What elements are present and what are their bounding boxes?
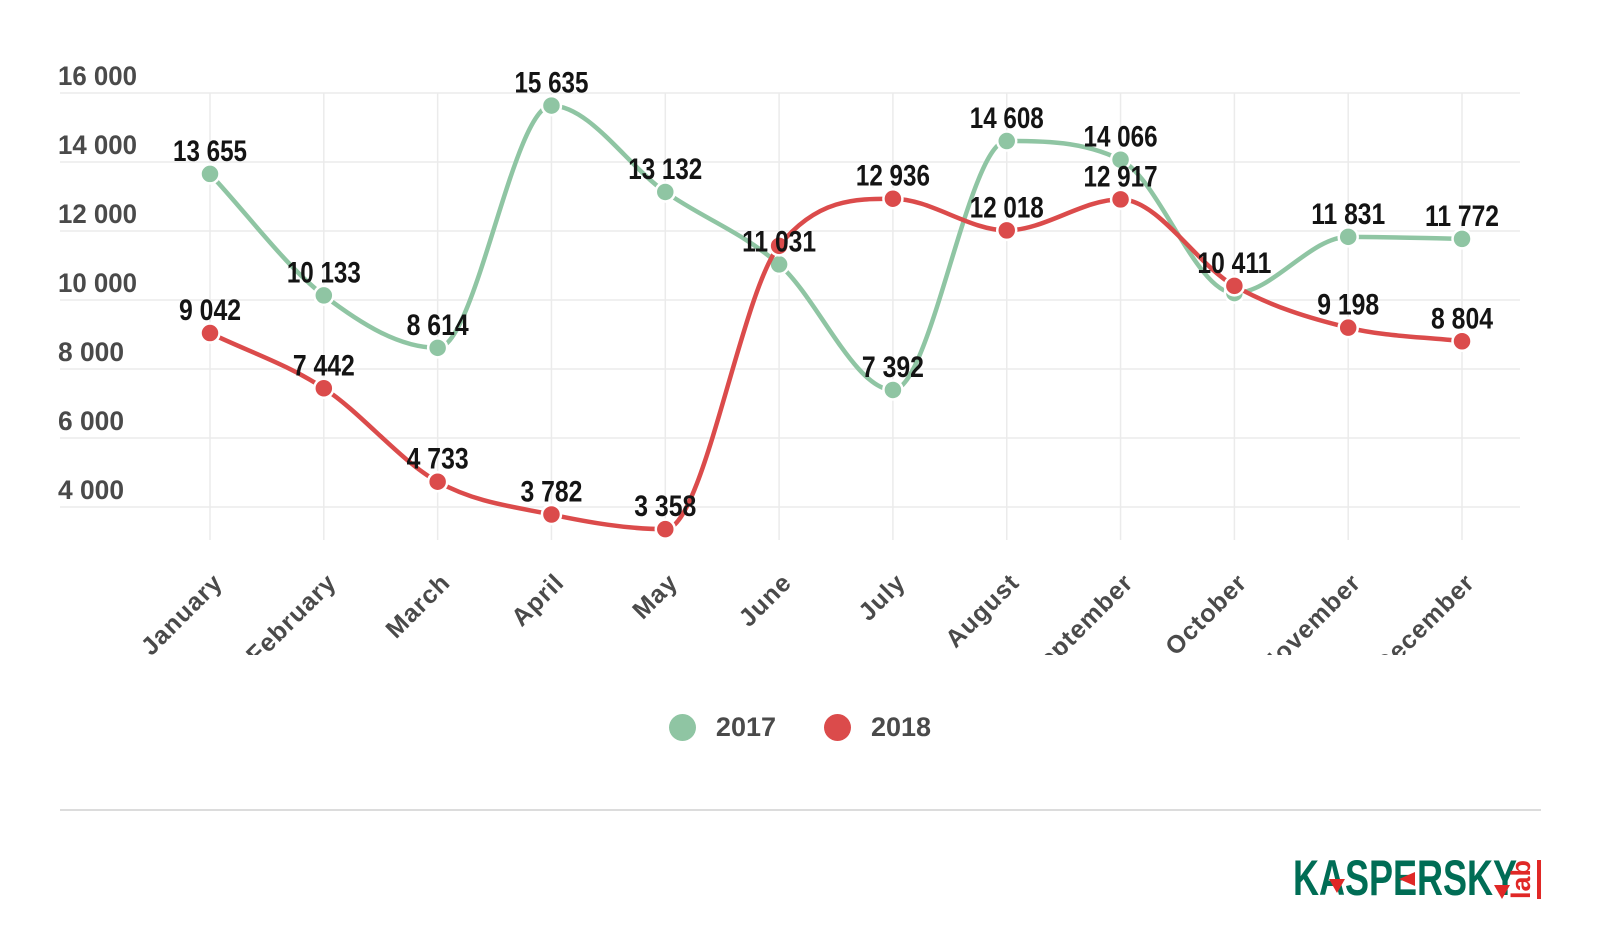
data-point-label-2017: 11 831 [1311, 198, 1385, 231]
data-point-dot-2017[interactable] [199, 163, 221, 185]
data-point-label-2018: 12 018 [970, 191, 1044, 224]
data-point-dot-2018[interactable] [1109, 188, 1132, 211]
data-point-dot-2017[interactable] [426, 337, 449, 359]
y-axis-tick-label: 12 000 [58, 199, 137, 229]
data-point-label-2018: 4 733 [407, 443, 469, 476]
data-point-label-2018: 7 442 [293, 349, 355, 382]
x-axis-tick-label: May [627, 568, 683, 624]
x-axis-tick-label: August [940, 568, 1025, 653]
data-point-dot-2017[interactable] [995, 130, 1018, 152]
logo-red-triangle-icon [1494, 885, 1510, 899]
data-point-label-2017: 8 614 [407, 309, 469, 342]
data-point-dot-2018[interactable] [426, 470, 449, 493]
data-point-label-2017: 11 772 [1425, 200, 1499, 233]
data-point-label-2018: 12 936 [856, 160, 930, 193]
data-point-label-2017: 13 132 [628, 153, 702, 186]
data-point-label-2017: 13 655 [173, 135, 247, 168]
data-point-label-2018: 3 782 [520, 476, 582, 509]
data-point-dot-2018[interactable] [995, 219, 1018, 242]
data-point-dot-2018[interactable] [1223, 275, 1246, 297]
y-axis-tick-label: 6 000 [58, 406, 124, 436]
data-point-label-2018: 3 358 [634, 490, 696, 523]
y-axis-tick-label: 10 000 [58, 268, 137, 298]
data-point-dot-2017[interactable] [313, 284, 335, 307]
data-point-label-2017: 7 392 [862, 351, 924, 384]
legend-swatch-2018 [824, 713, 851, 741]
data-point-dot-2018[interactable] [654, 518, 677, 540]
x-axis-tick-label: December [1369, 568, 1480, 655]
data-point-label-2018: 10 411 [1197, 247, 1271, 280]
data-point-dot-2017[interactable] [540, 94, 563, 117]
data-point-dot-2017[interactable] [882, 379, 904, 401]
kaspersky-logo: KASPERSKY lab [1293, 852, 1543, 906]
data-point-dot-2018[interactable] [882, 187, 904, 210]
data-point-dot-2018[interactable] [1451, 330, 1473, 353]
x-axis-tick-label: June [733, 568, 797, 632]
data-point-label-2017: 11 031 [742, 225, 816, 258]
data-point-label-2017: 14 608 [970, 102, 1044, 135]
y-axis-tick-label: 4 000 [58, 475, 124, 505]
x-axis-tick-label: July [853, 568, 911, 626]
x-axis-tick-label: September [1021, 568, 1139, 655]
data-point-dot-2018[interactable] [199, 322, 221, 344]
data-point-dot-2017[interactable] [654, 181, 677, 203]
line-chart: 16 000 14 000 12 000 10 000 8 000 6 000 4 000 J… [58, 61, 1520, 655]
logo-red-triangle-icon [1329, 879, 1345, 893]
data-point-dot-2018[interactable] [768, 235, 790, 257]
series-line-2017 [207, 103, 1465, 393]
x-axis-tick-label: January [136, 568, 229, 655]
data-point-dot-2017[interactable] [1109, 148, 1132, 171]
data-point-label-2018: 12 917 [1084, 160, 1158, 193]
legend-label-2017: 2017 [715, 711, 776, 742]
legend-item-2018[interactable]: 2018 [824, 712, 931, 743]
kaspersky-lab-text: lab [1506, 859, 1542, 900]
legend-item-2017[interactable]: 2017 [668, 711, 776, 743]
y-axis-tick-label: 16 000 [58, 61, 137, 91]
logo-red-triangle-icon [1399, 872, 1415, 886]
legend-swatch-2017 [668, 713, 696, 741]
x-axis-tick-label: March [380, 568, 455, 643]
data-point-label-2017: 14 066 [1084, 121, 1158, 154]
data-point-dot-2018[interactable] [540, 503, 563, 526]
x-axis-tick-label: November [1255, 568, 1367, 655]
data-point-dot-2018[interactable] [1337, 316, 1359, 339]
x-axis-tick-label: April [506, 568, 570, 632]
data-point-label-2018: 8 804 [1431, 302, 1493, 335]
data-point-label-2017: 15 635 [514, 67, 588, 100]
chart-legend: 2017 2018 [0, 700, 1600, 754]
x-axis-tick-label: February [241, 568, 342, 655]
divider-line [60, 809, 1541, 811]
data-point-dot-2018[interactable] [313, 377, 335, 400]
data-point-label-2017: 10 133 [287, 256, 361, 289]
y-axis-tick-label: 14 000 [58, 130, 137, 160]
x-axis-tick-label: October [1160, 568, 1253, 655]
data-point-dot-2017[interactable] [1337, 226, 1359, 248]
data-point-dot-2017[interactable] [1451, 228, 1473, 250]
data-point-label-2018: 9 198 [1317, 289, 1379, 322]
series-line-2018 [207, 196, 1465, 532]
y-axis-tick-label: 8 000 [58, 337, 124, 367]
legend-label-2018: 2018 [871, 711, 932, 742]
data-point-label-2018: 9 042 [179, 294, 241, 327]
